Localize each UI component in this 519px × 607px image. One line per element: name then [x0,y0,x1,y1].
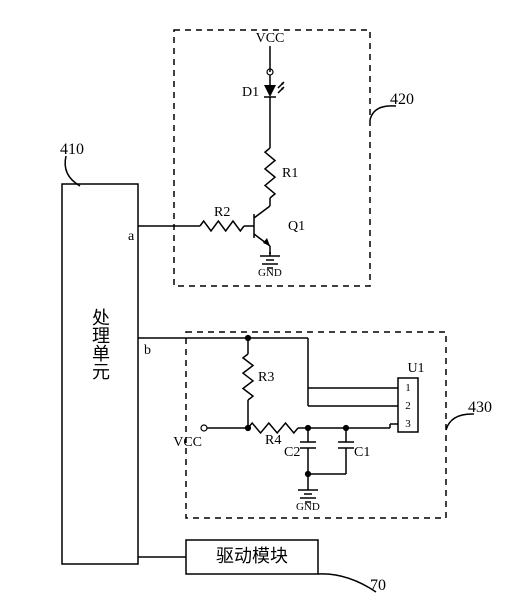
processing-unit-label: 处理单元 [90,308,110,380]
svg-text:C2: C2 [284,445,300,460]
svg-text:VCC: VCC [173,435,202,450]
svg-text:C1: C1 [354,445,370,460]
svg-text:1: 1 [405,382,411,394]
circuit-430: R3 VCC R4C2 C1 GND U1 1 2 3 [173,336,424,514]
circuit-420: VCC D1 R1 Q1 GND R2 [186,31,305,279]
svg-text:R4: R4 [265,433,281,448]
callout-430: 430 [446,399,492,430]
svg-text:3: 3 [405,418,411,430]
callout-70: 70 [318,574,386,594]
svg-text:GND: GND [258,267,282,279]
svg-text:VCC: VCC [256,31,285,46]
callout-420: 420 [370,91,414,120]
svg-text:b: b [144,343,151,358]
svg-text:2: 2 [405,400,411,412]
inter-wires: ab [128,226,248,557]
svg-text:70: 70 [370,577,386,594]
svg-text:Q1: Q1 [288,219,305,234]
svg-text:R3: R3 [258,370,274,385]
svg-text:D1: D1 [242,85,259,100]
drive-module-label: 驱动模块 [216,546,288,566]
svg-text:U1: U1 [407,361,424,376]
svg-text:410: 410 [60,141,84,158]
svg-text:420: 420 [390,91,414,108]
svg-text:R2: R2 [214,205,230,220]
svg-text:430: 430 [468,399,492,416]
svg-text:R1: R1 [282,166,298,181]
svg-text:GND: GND [296,501,320,513]
svg-text:a: a [128,229,135,244]
callout-410: 410 [60,141,84,186]
